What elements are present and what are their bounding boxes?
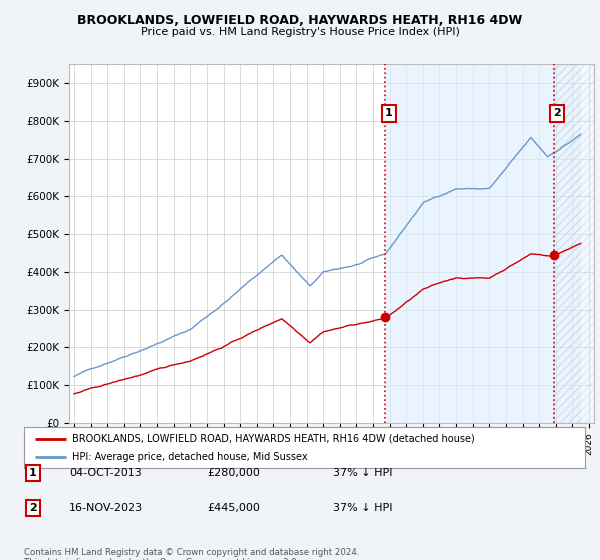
Text: £280,000: £280,000 bbox=[207, 468, 260, 478]
Text: HPI: Average price, detached house, Mid Sussex: HPI: Average price, detached house, Mid … bbox=[71, 452, 307, 462]
Text: 2: 2 bbox=[553, 109, 561, 119]
Text: BROOKLANDS, LOWFIELD ROAD, HAYWARDS HEATH, RH16 4DW: BROOKLANDS, LOWFIELD ROAD, HAYWARDS HEAT… bbox=[77, 14, 523, 27]
Text: 37% ↓ HPI: 37% ↓ HPI bbox=[333, 468, 392, 478]
Text: £445,000: £445,000 bbox=[207, 503, 260, 513]
Text: 2: 2 bbox=[29, 503, 37, 513]
Text: 37% ↓ HPI: 37% ↓ HPI bbox=[333, 503, 392, 513]
Text: 16-NOV-2023: 16-NOV-2023 bbox=[69, 503, 143, 513]
Text: Price paid vs. HM Land Registry's House Price Index (HPI): Price paid vs. HM Land Registry's House … bbox=[140, 27, 460, 37]
Text: 04-OCT-2013: 04-OCT-2013 bbox=[69, 468, 142, 478]
Text: 1: 1 bbox=[29, 468, 37, 478]
Text: BROOKLANDS, LOWFIELD ROAD, HAYWARDS HEATH, RH16 4DW (detached house): BROOKLANDS, LOWFIELD ROAD, HAYWARDS HEAT… bbox=[71, 433, 475, 444]
Text: Contains HM Land Registry data © Crown copyright and database right 2024.
This d: Contains HM Land Registry data © Crown c… bbox=[24, 548, 359, 560]
Text: 1: 1 bbox=[385, 109, 392, 119]
